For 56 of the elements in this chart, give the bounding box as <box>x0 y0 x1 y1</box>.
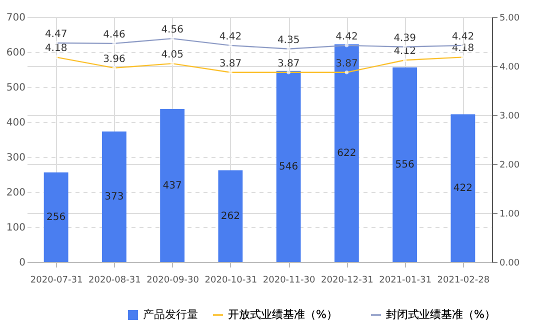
data-label: 556 <box>395 160 414 171</box>
data-label: 262 <box>220 211 240 222</box>
x-tick-label: 2020-09-30 <box>146 276 200 286</box>
y-tick-label: 600 <box>6 48 26 58</box>
bar <box>392 67 418 262</box>
y2-tick-label: 1.00 <box>500 210 520 220</box>
data-label: 4.42 <box>452 31 474 42</box>
data-label: 4.39 <box>394 32 416 44</box>
y-tick-label: 500 <box>6 82 26 94</box>
y-tick-label: 700 <box>6 12 26 24</box>
data-label: 4.47 <box>44 28 68 40</box>
bar <box>276 70 301 262</box>
data-label: 256 <box>46 212 66 224</box>
data-label: 622 <box>337 148 356 160</box>
data-label: 422 <box>453 183 472 194</box>
y2-tick-label: 0.00 <box>500 258 520 268</box>
legend-label: 产品发行量 <box>143 308 198 321</box>
y2-tick-label: 2.00 <box>500 160 520 170</box>
y2-tick-label: 4.00 <box>500 62 520 72</box>
data-label: 4.42 <box>336 31 358 42</box>
x-tick-label: 2020-07-31 <box>30 276 83 286</box>
legend-label: 开放式业绩基准（%） <box>228 308 338 321</box>
data-label: 4.18 <box>452 43 474 54</box>
x-tick-label: 2021-02-28 <box>437 276 490 286</box>
data-label: 4.05 <box>161 50 184 61</box>
bar <box>160 109 185 262</box>
x-tick-label: 2021-01-31 <box>379 276 432 286</box>
x-tick-label: 2020-08-31 <box>88 276 141 286</box>
bar <box>218 170 243 262</box>
y-tick-label: 100 <box>6 222 26 234</box>
data-label: 4.56 <box>161 24 184 36</box>
data-label: 4.18 <box>44 43 68 54</box>
data-label: 4.42 <box>219 31 242 42</box>
data-label: 3.87 <box>336 58 358 70</box>
data-label: 3.87 <box>277 58 300 70</box>
y-tick-label: 300 <box>6 152 26 164</box>
bar <box>334 44 359 262</box>
x-tick-label: 2020-10-31 <box>204 276 258 286</box>
data-label: 437 <box>162 180 182 192</box>
data-label: 4.35 <box>277 34 300 46</box>
data-label: 3.87 <box>219 58 242 70</box>
y2-tick-label: 3.00 <box>500 112 520 122</box>
data-label: 3.96 <box>103 54 126 65</box>
data-label: 546 <box>279 161 298 172</box>
y-tick-label: 400 <box>6 118 26 128</box>
bar <box>44 172 68 262</box>
bar <box>450 114 476 262</box>
data-label: 373 <box>104 192 124 203</box>
x-tick-label: 2020-11-30 <box>262 276 316 286</box>
bar <box>102 131 126 262</box>
x-tick-label: 2020-12-31 <box>321 276 374 286</box>
y-tick-label: 0 <box>19 258 26 268</box>
legend-label: 封闭式业绩基准（%） <box>386 308 496 321</box>
y-tick-label: 200 <box>6 188 26 198</box>
data-label: 4.46 <box>103 29 126 40</box>
y2-tick-label: 5.00 <box>500 14 520 24</box>
